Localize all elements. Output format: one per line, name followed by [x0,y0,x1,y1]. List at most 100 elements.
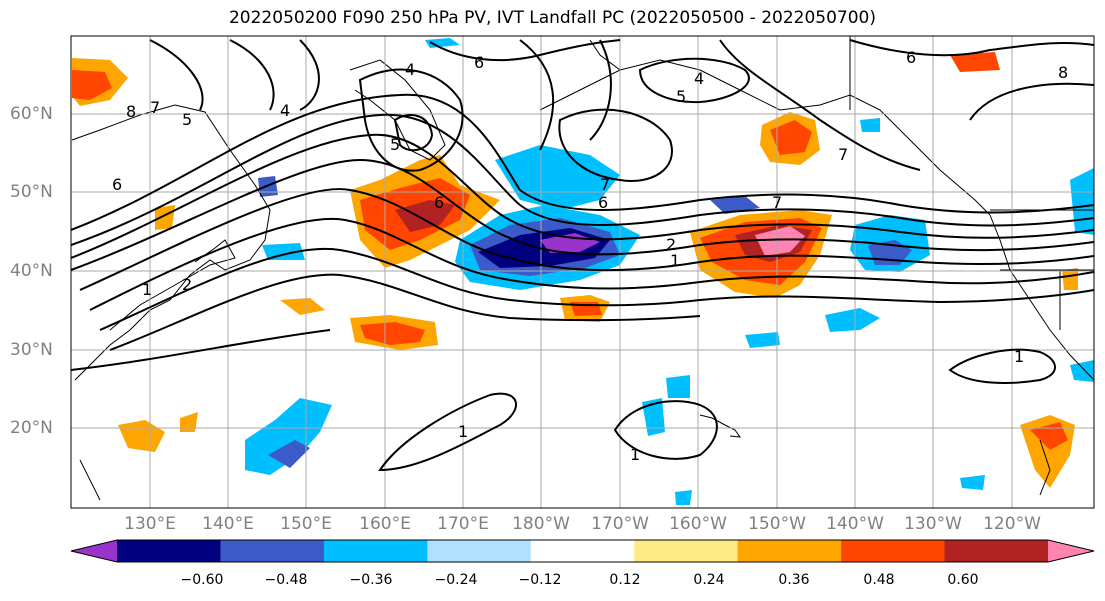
contour-label: 4 [694,69,704,88]
anomaly-blob [280,298,325,315]
contour-label: 6 [434,193,444,212]
coastline-alaska [539,59,991,216]
colorbar-segment [427,540,532,562]
contour-label: 6 [112,175,122,194]
contour-line [71,93,1094,231]
colorbar-outline [70,539,1095,563]
contour-label: 5 [182,110,192,129]
contour-line [71,133,1094,259]
contour-line [638,57,750,104]
contour-line [719,39,921,171]
anomaly-blob [180,412,198,432]
anomaly-blob [360,322,425,345]
colorbar-segment [530,540,635,562]
contour-label: 1 [1014,347,1024,366]
lon-label: 150°E [280,514,332,534]
anomaly-blob [262,243,305,260]
contour-line [613,400,718,460]
map-title: 2022050200 F090 250 hPa PV, IVT Landfall… [228,8,876,28]
colorbar-tick: 0.48 [863,572,895,588]
colorbar-segment [737,540,842,562]
contour-label: 7 [838,145,848,164]
anomaly-blob [72,70,112,100]
lon-label: 180°W [512,514,570,534]
colorbar-segment [944,540,1049,562]
colorbar-tick: −0.36 [349,572,393,588]
lat-label-20n: 20°N [10,418,53,438]
contour-line [71,113,1094,246]
anomaly-blob [1070,360,1094,382]
contour-label: 1 [458,422,468,441]
lon-label: 140°W [826,514,884,534]
contour-line [948,348,1056,384]
lat-label-60n: 60°N [10,104,53,124]
contour-label: 4 [405,60,415,79]
colorbar-extend-max [1048,540,1094,562]
colorbar-tick: −0.24 [434,572,478,588]
coastline-nw-america [989,214,1094,381]
contour-label: 7 [600,175,610,194]
lat-label-50n: 50°N [10,182,53,202]
lon-label: 170°W [591,514,649,534]
contour-line [71,329,331,371]
colorbar-segment [841,540,946,562]
coastline-mexico-baja [1039,439,1051,496]
contour-label: 7 [772,193,782,212]
lon-label: 130°W [904,514,962,534]
contour-label: 8 [126,102,136,121]
colorbar-tick: 0.36 [778,572,810,588]
anomaly-blob [268,440,310,468]
contour-label: 8 [1058,63,1068,82]
contour-line [99,247,1094,331]
anomaly-blob [950,52,1000,72]
anomaly-blob [425,38,460,48]
anomaly-blob [642,398,665,436]
lon-label: 150°W [748,514,806,534]
contour-line [519,39,612,151]
anomaly-shading [72,38,1094,505]
map-frame [70,35,1095,509]
contour-label: 2 [666,235,676,254]
colorbar-segments [70,539,1095,563]
anomaly-blob [710,196,760,214]
contour-line [149,39,320,111]
coastline-japan [109,239,236,331]
lon-label: 160°E [359,514,411,534]
colorbar-segment [634,540,739,562]
anomaly-blob [395,200,455,232]
anomaly-blob [825,308,880,332]
anomaly-blob [1062,268,1078,290]
contour-line [89,217,1094,311]
lon-label: 120°W [983,514,1041,534]
colorbar-segment [323,540,428,562]
colorbar-tick: 0.60 [947,572,979,588]
contour-label: 2 [182,275,192,294]
contour-line [393,114,434,152]
coastline-philippines [79,459,101,501]
contour-line [558,108,673,182]
coastline-us-states [1000,269,1094,330]
lon-label: 140°E [202,514,254,534]
contour-label: 7 [150,98,160,117]
contour-line [71,158,1094,271]
contour-line [429,39,621,62]
contour-line [969,82,1094,121]
anomaly-blob [1030,422,1068,450]
anomaly-blob [745,332,780,348]
colorbar-tick: 0.24 [693,572,725,588]
anomaly-blob [155,205,175,230]
contour-label: 1 [630,445,640,464]
coastline-bering [589,39,621,71]
lat-label-30n: 30°N [10,340,53,360]
contour-label: 6 [598,193,608,212]
colorbar-tick: −0.12 [518,572,562,588]
anomaly-blob [770,120,812,155]
anomaly-blob [755,226,805,256]
contour-labels: 8 7 5 4 6 2 1 6 4 5 6 7 6 7 5 2 1 1 1 1 … [112,48,1068,464]
anomaly-blob [675,490,692,505]
contour-line [849,39,1094,57]
contour-label: 6 [906,48,916,67]
colorbar-segment [117,540,221,562]
contour-line [358,68,464,172]
